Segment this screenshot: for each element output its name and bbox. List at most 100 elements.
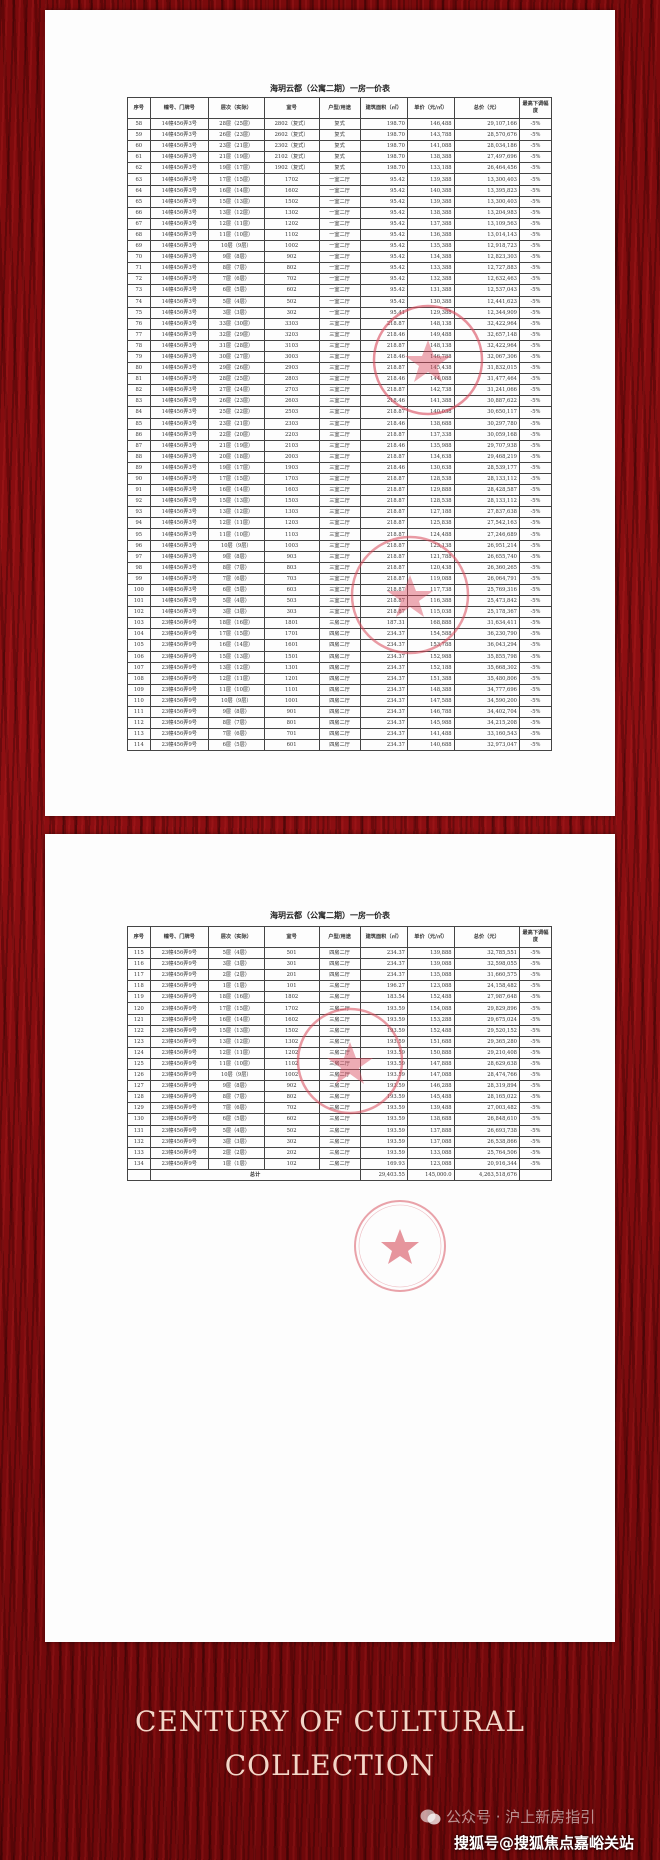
cell-area: 193.59 (359, 1002, 408, 1015)
cell-layout: 三室二厅 (318, 472, 361, 486)
cell-seq: 90 (127, 472, 151, 486)
cell-layout: 三室二厅 (318, 495, 361, 508)
cell-building: 14幢456弄3号 (149, 350, 209, 364)
cell-building: 14幢456弄3号 (149, 129, 209, 142)
cell-floor: 16层（14层） (207, 184, 265, 197)
cell-floor: 6层（5层） (207, 739, 265, 752)
cell-total-price: 28,428,587 (453, 484, 520, 497)
cell-area: 193.59 (359, 1113, 408, 1126)
cell-floor: 2层（2层） (207, 969, 265, 982)
cell-building: 14幢456弄3号 (149, 472, 209, 486)
cell-max-discount: -5% (518, 728, 552, 741)
price-table-page-1: 序号 幢号、门牌号 层次（实际） 室号 户型/用途 建筑面积（㎡） 单价（元/㎡） 总价（元）… (127, 97, 552, 752)
cell-layout: 一室二厅 (318, 240, 361, 253)
cell-building: 14幢456弄3号 (149, 439, 209, 452)
cell-area: 193.59 (359, 1135, 408, 1148)
cell-area: 234.37 (359, 717, 408, 730)
cell-room: 2203 (263, 428, 320, 441)
cell-unit-price: 148,138 (406, 317, 455, 330)
cell-room: 1601 (263, 639, 320, 652)
cell-seq: 63 (127, 173, 151, 186)
cell-unit-price: 141,488 (406, 728, 455, 741)
cell-layout: 复式 (318, 162, 361, 175)
cell-seq: 68 (127, 228, 151, 242)
cell-area: 95.42 (359, 184, 408, 197)
cell-max-discount: -5% (518, 628, 552, 641)
cell-unit-price: 146,488 (406, 117, 455, 131)
cell-seq: 117 (127, 969, 151, 982)
table-row: 86 14幢456弄3号 22层（20层） 2203 三室二厅 218.87 137,338… (127, 428, 552, 441)
cell-area: 183.54 (359, 991, 408, 1004)
cell-room: 202 (263, 1146, 320, 1159)
cell-floor: 12层（11层） (207, 672, 265, 685)
cell-unit-price: 133,088 (406, 1146, 455, 1159)
cell-room: 503 (263, 595, 320, 608)
cell-building: 14幢456弄3号 (149, 339, 209, 352)
cell-area: 95.42 (359, 284, 408, 297)
cell-layout: 复式 (318, 151, 361, 164)
cell-max-discount: -5% (518, 273, 552, 286)
cell-floor: 12层（11层） (207, 517, 265, 530)
cell-seq: 128 (127, 1091, 151, 1104)
cell-layout: 三室二厅 (318, 572, 361, 585)
cell-room: 802 (263, 1091, 320, 1104)
cell-building: 14幢456弄3号 (149, 517, 209, 530)
cell-unit-price: 129,888 (406, 484, 455, 497)
cell-floor: 9层（8层） (207, 705, 265, 719)
cell-seq: 93 (127, 506, 151, 519)
table-row: 104 23幢456弄9号 17层（15层） 1701 四房二厅 234.37 154,58… (127, 628, 552, 641)
cell-unit-price: 133,188 (406, 162, 455, 175)
cell-total-price: 12,918,723 (453, 240, 520, 253)
cell-total-price: 13,204,983 (453, 206, 520, 219)
header-unit-price: 单价（元/㎡） (406, 926, 455, 948)
table-row: 60 14幢456弄3号 23层（21层） 2302（复式） 复式 198.70 141,0… (127, 140, 552, 153)
cell-layout: 三室二厅 (318, 561, 361, 574)
header-seq: 序号 (127, 926, 151, 948)
cell-building: 23幢456弄9号 (149, 1069, 209, 1082)
cell-area: 218.87 (359, 595, 408, 608)
cell-floor: 6层（5层） (207, 1113, 265, 1126)
cell-room: 1102 (263, 1057, 320, 1071)
table-row: 78 14幢456弄3号 31层（28层） 3103 三室二厅 218.87 148,138… (127, 339, 552, 352)
table-header-row: 序号 幢号、门牌号 层次（实际） 室号 户型/用途 建筑面积（㎡） 单价（元/㎡） 总价（元）… (127, 97, 552, 119)
cell-total-price: 29,468,219 (453, 450, 520, 463)
cell-layout: 三室二厅 (318, 317, 361, 330)
header-area: 建筑面积（㎡） (359, 926, 408, 948)
cell-floor: 17层（15层） (207, 173, 265, 186)
table-row: 120 23幢456弄9号 17层（15层） 1702 三房二厅 193.59 154,08… (127, 1002, 552, 1015)
cell-layout: 一室二厅 (318, 306, 361, 319)
cell-area: 193.59 (359, 1124, 408, 1137)
cell-layout: 三房二厅 (318, 1091, 361, 1104)
cell-room: 1103 (263, 528, 320, 541)
cell-unit-price: 137,888 (406, 1124, 455, 1137)
cell-max-discount: -5% (518, 606, 552, 619)
cell-max-discount: -5% (518, 1002, 552, 1015)
table-row: 94 14幢456弄3号 12层（11层） 1203 三室二厅 218.87 125,838… (127, 517, 552, 530)
cell-area: 234.37 (359, 661, 408, 674)
cell-room: 902 (263, 1080, 320, 1093)
cell-total-price: 13,395,823 (453, 184, 520, 197)
cell-layout: 三室二厅 (318, 595, 361, 608)
cell-building: 14幢456弄3号 (149, 550, 209, 563)
cell-floor: 10层（9层） (207, 694, 265, 707)
cell-area: 234.37 (359, 639, 408, 652)
official-seal-stamp (354, 1200, 446, 1292)
cell-layout: 四房二厅 (318, 969, 361, 982)
cell-room: 2303 (263, 417, 320, 430)
cell-total-price: 13,300,403 (453, 173, 520, 186)
cell-seq: 119 (127, 991, 151, 1004)
cell-unit-price: 130,388 (406, 295, 455, 308)
table-row: 121 23幢456弄9号 16层（14层） 1602 三房二厅 193.59 153,28… (127, 1013, 552, 1026)
cell-room: 1301 (263, 661, 320, 674)
cell-building: 23幢456弄9号 (149, 672, 209, 685)
cell-unit-price: 142,738 (406, 384, 455, 397)
cell-area: 193.59 (359, 1024, 408, 1037)
cell-room: 1202 (263, 217, 320, 230)
cell-room: 802 (263, 262, 320, 275)
cell-area: 234.37 (359, 650, 408, 663)
cell-building: 23幢456弄9号 (149, 1057, 209, 1071)
cell-max-discount: -5% (518, 262, 552, 275)
cell-layout: 一室二厅 (318, 173, 361, 186)
cell-area: 193.59 (359, 1146, 408, 1159)
cell-seq: 70 (127, 251, 151, 264)
